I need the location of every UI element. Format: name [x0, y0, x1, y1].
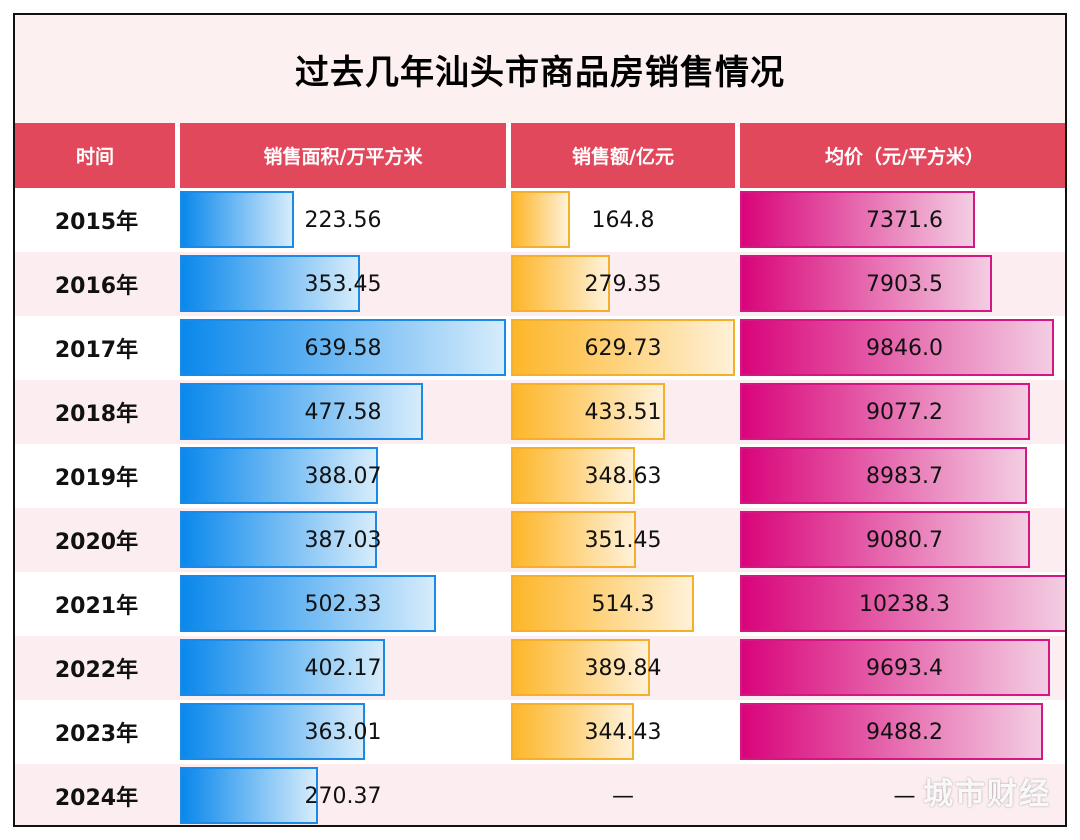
year-label: 2019年 — [54, 466, 139, 491]
area-bar — [180, 383, 423, 440]
watermark: 城市财经 — [923, 777, 1051, 812]
area-bar — [180, 511, 377, 568]
sales-value-label: 344.43 — [584, 719, 662, 745]
table-row: 2022年 402.17 389.84 9693.4 — [15, 636, 1065, 700]
sales-bar — [511, 255, 610, 312]
year-label: 2023年 — [54, 722, 139, 747]
sales-value-label: 514.3 — [591, 591, 655, 617]
price-bar — [740, 319, 1054, 376]
price-bar — [740, 703, 1043, 760]
area-bar — [180, 575, 436, 632]
title-bar: 过去几年汕头市商品房销售情况 — [15, 15, 1065, 123]
table-row: 2016年 353.45 279.35 7903.5 — [15, 252, 1065, 316]
table-row: 2020年 387.03 351.45 9080.7 — [15, 508, 1065, 572]
area-bar — [180, 319, 506, 376]
sales-bar — [511, 639, 650, 696]
price-value-label: — — [893, 783, 916, 809]
year-label: 2020年 — [54, 530, 139, 555]
price-value-label: 9846.0 — [866, 335, 943, 361]
year-label: 2015年 — [54, 210, 139, 235]
sales-bar — [511, 319, 735, 376]
sales-value-label: 389.84 — [584, 655, 662, 681]
header-time: 时间 — [15, 123, 175, 188]
sales-value-label: 164.8 — [591, 207, 655, 233]
price-bar — [740, 191, 975, 248]
area-value-label: 502.33 — [304, 591, 382, 617]
header-price: 均价（元/平方米） — [740, 123, 1065, 188]
price-value-label: 9080.7 — [866, 527, 943, 553]
table-row: 2021年 502.33 514.3 10238.3 — [15, 572, 1065, 636]
sales-value-label: 351.45 — [584, 527, 662, 553]
table-row: 2018年 477.58 433.51 9077.2 — [15, 380, 1065, 444]
area-bar — [180, 639, 385, 696]
table-row: 2015年 223.56 164.8 7371.6 — [15, 188, 1065, 252]
year-label: 2017年 — [54, 338, 139, 363]
price-value-label: 7903.5 — [866, 271, 943, 297]
price-value-label: 9077.2 — [866, 399, 943, 425]
price-value-label: 9488.2 — [866, 719, 943, 745]
area-value-label: 353.45 — [304, 271, 382, 297]
sales-bar — [511, 191, 570, 248]
price-value-label: 8983.7 — [866, 463, 943, 489]
sales-value-label: 629.73 — [584, 335, 662, 361]
year-label: 2018年 — [54, 402, 139, 427]
year-label: 2016年 — [54, 274, 139, 299]
area-value-label: 639.58 — [304, 335, 382, 361]
year-label: 2021年 — [54, 594, 139, 619]
header-sales: 销售额/亿元 — [511, 123, 735, 188]
sales-bar — [511, 575, 694, 632]
price-value-label: 10238.3 — [859, 591, 950, 617]
area-bar — [180, 703, 365, 760]
table-row: 2023年 363.01 344.43 9488.2 — [15, 700, 1065, 764]
price-bar — [740, 255, 992, 312]
table-header: 时间 销售面积/万平方米 销售额/亿元 均价（元/平方米） — [15, 123, 1065, 188]
area-value-label: 363.01 — [304, 719, 382, 745]
year-label: 2022年 — [54, 658, 139, 683]
sales-value-label: 348.63 — [584, 463, 662, 489]
area-value-label: 387.03 — [304, 527, 382, 553]
sales-value-label: 433.51 — [584, 399, 662, 425]
sales-bar — [511, 703, 634, 760]
area-value-label: 477.58 — [304, 399, 382, 425]
year-label: 2024年 — [54, 786, 139, 811]
table-row: 2017年 639.58 629.73 9846.0 — [15, 316, 1065, 380]
area-bar — [180, 767, 318, 824]
price-bar — [740, 575, 1065, 632]
chart-title: 过去几年汕头市商品房销售情况 — [295, 52, 785, 93]
area-value-label: 402.17 — [304, 655, 382, 681]
area-value-label: 223.56 — [304, 207, 382, 233]
table-row: 2019年 388.07 348.63 8983.7 — [15, 444, 1065, 508]
sales-value-label: — — [612, 783, 634, 809]
sales-bar — [511, 383, 665, 440]
area-bar — [180, 447, 378, 504]
price-bar — [740, 447, 1027, 504]
price-bar — [740, 383, 1030, 440]
area-bar — [180, 191, 294, 248]
sales-value-label: 279.35 — [584, 271, 662, 297]
sales-bar — [511, 447, 635, 504]
header-area: 销售面积/万平方米 — [180, 123, 506, 188]
area-value-label: 270.37 — [304, 783, 382, 809]
price-value-label: 7371.6 — [866, 207, 943, 233]
price-bar — [740, 639, 1050, 696]
table-row: 2024年 270.37 — — — [15, 764, 1065, 825]
sales-bar — [511, 511, 636, 568]
price-bar — [740, 511, 1030, 568]
area-value-label: 388.07 — [304, 463, 382, 489]
price-value-label: 9693.4 — [866, 655, 943, 681]
chart-frame: 过去几年汕头市商品房销售情况 时间 销售面积/万平方米 销售额/亿元 均价（元/… — [13, 13, 1067, 827]
area-bar — [180, 255, 360, 312]
